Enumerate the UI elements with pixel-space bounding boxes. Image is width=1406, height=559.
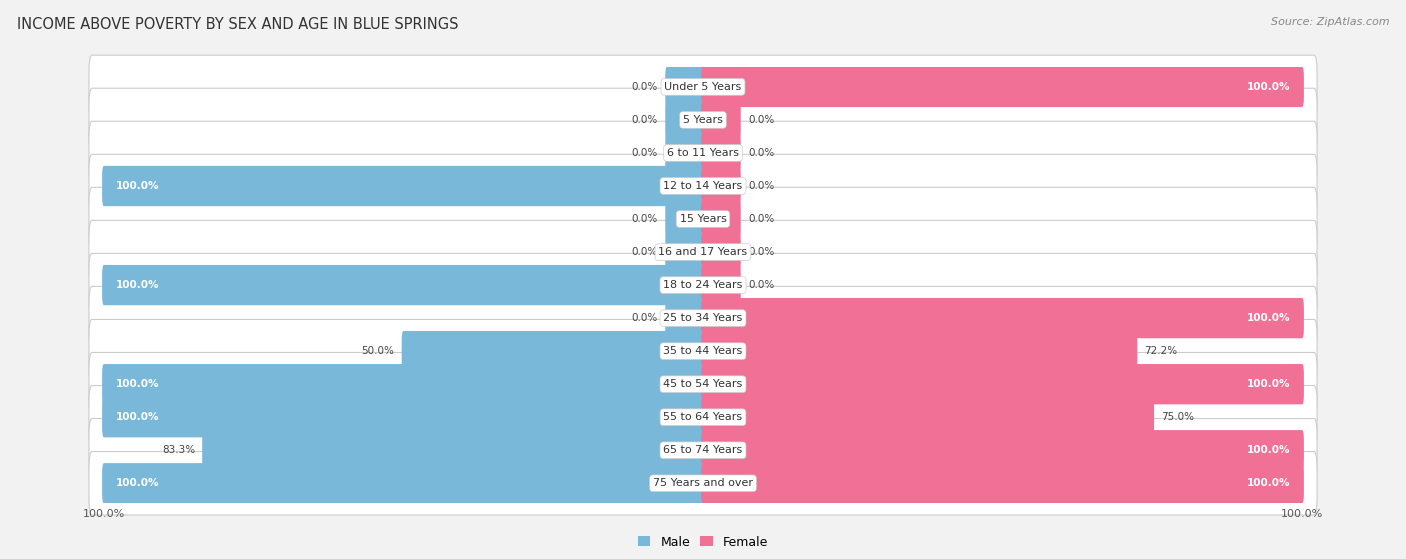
- Text: 25 to 34 Years: 25 to 34 Years: [664, 313, 742, 323]
- Text: 0.0%: 0.0%: [631, 313, 658, 323]
- FancyBboxPatch shape: [702, 67, 1303, 107]
- FancyBboxPatch shape: [89, 121, 1317, 184]
- Text: 100.0%: 100.0%: [1247, 313, 1291, 323]
- FancyBboxPatch shape: [702, 331, 1137, 371]
- Text: 18 to 24 Years: 18 to 24 Years: [664, 280, 742, 290]
- FancyBboxPatch shape: [103, 463, 704, 504]
- FancyBboxPatch shape: [702, 232, 741, 272]
- FancyBboxPatch shape: [702, 133, 741, 173]
- FancyBboxPatch shape: [202, 430, 704, 471]
- Text: 0.0%: 0.0%: [748, 247, 775, 257]
- Text: 16 and 17 Years: 16 and 17 Years: [658, 247, 748, 257]
- Text: 65 to 74 Years: 65 to 74 Years: [664, 446, 742, 455]
- Text: 0.0%: 0.0%: [748, 148, 775, 158]
- Text: 100.0%: 100.0%: [1247, 379, 1291, 389]
- Text: 100.0%: 100.0%: [115, 280, 159, 290]
- FancyBboxPatch shape: [89, 319, 1317, 383]
- FancyBboxPatch shape: [665, 133, 704, 173]
- Text: 0.0%: 0.0%: [631, 82, 658, 92]
- Text: 100.0%: 100.0%: [1247, 446, 1291, 455]
- FancyBboxPatch shape: [665, 199, 704, 239]
- Text: 75 Years and over: 75 Years and over: [652, 479, 754, 488]
- FancyBboxPatch shape: [402, 331, 704, 371]
- FancyBboxPatch shape: [89, 353, 1317, 416]
- Text: 0.0%: 0.0%: [631, 115, 658, 125]
- Text: 0.0%: 0.0%: [748, 280, 775, 290]
- Legend: Male, Female: Male, Female: [633, 530, 773, 553]
- FancyBboxPatch shape: [103, 265, 704, 305]
- Text: INCOME ABOVE POVERTY BY SEX AND AGE IN BLUE SPRINGS: INCOME ABOVE POVERTY BY SEX AND AGE IN B…: [17, 17, 458, 32]
- Text: 15 Years: 15 Years: [679, 214, 727, 224]
- FancyBboxPatch shape: [89, 220, 1317, 284]
- Text: 12 to 14 Years: 12 to 14 Years: [664, 181, 742, 191]
- Text: 0.0%: 0.0%: [748, 214, 775, 224]
- Text: 5 Years: 5 Years: [683, 115, 723, 125]
- Text: 35 to 44 Years: 35 to 44 Years: [664, 346, 742, 356]
- FancyBboxPatch shape: [89, 55, 1317, 119]
- FancyBboxPatch shape: [665, 298, 704, 338]
- FancyBboxPatch shape: [702, 166, 741, 206]
- FancyBboxPatch shape: [89, 286, 1317, 350]
- Text: 100.0%: 100.0%: [115, 479, 159, 488]
- FancyBboxPatch shape: [103, 364, 704, 404]
- Text: 100.0%: 100.0%: [1247, 479, 1291, 488]
- FancyBboxPatch shape: [702, 265, 741, 305]
- FancyBboxPatch shape: [89, 452, 1317, 515]
- FancyBboxPatch shape: [89, 386, 1317, 449]
- Text: 0.0%: 0.0%: [631, 148, 658, 158]
- Text: 45 to 54 Years: 45 to 54 Years: [664, 379, 742, 389]
- Text: 100.0%: 100.0%: [115, 412, 159, 422]
- Text: 55 to 64 Years: 55 to 64 Years: [664, 412, 742, 422]
- Text: 0.0%: 0.0%: [748, 181, 775, 191]
- FancyBboxPatch shape: [665, 100, 704, 140]
- Text: Under 5 Years: Under 5 Years: [665, 82, 741, 92]
- FancyBboxPatch shape: [89, 88, 1317, 151]
- FancyBboxPatch shape: [702, 364, 1303, 404]
- Text: 83.3%: 83.3%: [162, 446, 195, 455]
- FancyBboxPatch shape: [702, 463, 1303, 504]
- FancyBboxPatch shape: [89, 419, 1317, 482]
- Text: 100.0%: 100.0%: [115, 379, 159, 389]
- FancyBboxPatch shape: [665, 67, 704, 107]
- FancyBboxPatch shape: [702, 199, 741, 239]
- FancyBboxPatch shape: [89, 187, 1317, 251]
- FancyBboxPatch shape: [702, 397, 1154, 437]
- Text: 0.0%: 0.0%: [631, 247, 658, 257]
- Text: 0.0%: 0.0%: [631, 214, 658, 224]
- FancyBboxPatch shape: [702, 298, 1303, 338]
- FancyBboxPatch shape: [665, 232, 704, 272]
- Text: 72.2%: 72.2%: [1144, 346, 1178, 356]
- Text: 6 to 11 Years: 6 to 11 Years: [666, 148, 740, 158]
- FancyBboxPatch shape: [702, 100, 741, 140]
- Text: 100.0%: 100.0%: [115, 181, 159, 191]
- Text: 100.0%: 100.0%: [1247, 82, 1291, 92]
- FancyBboxPatch shape: [89, 154, 1317, 217]
- Text: 50.0%: 50.0%: [361, 346, 395, 356]
- FancyBboxPatch shape: [702, 430, 1303, 471]
- Text: Source: ZipAtlas.com: Source: ZipAtlas.com: [1271, 17, 1389, 27]
- Text: 0.0%: 0.0%: [748, 115, 775, 125]
- FancyBboxPatch shape: [103, 166, 704, 206]
- FancyBboxPatch shape: [89, 253, 1317, 317]
- Text: 75.0%: 75.0%: [1161, 412, 1194, 422]
- FancyBboxPatch shape: [103, 397, 704, 437]
